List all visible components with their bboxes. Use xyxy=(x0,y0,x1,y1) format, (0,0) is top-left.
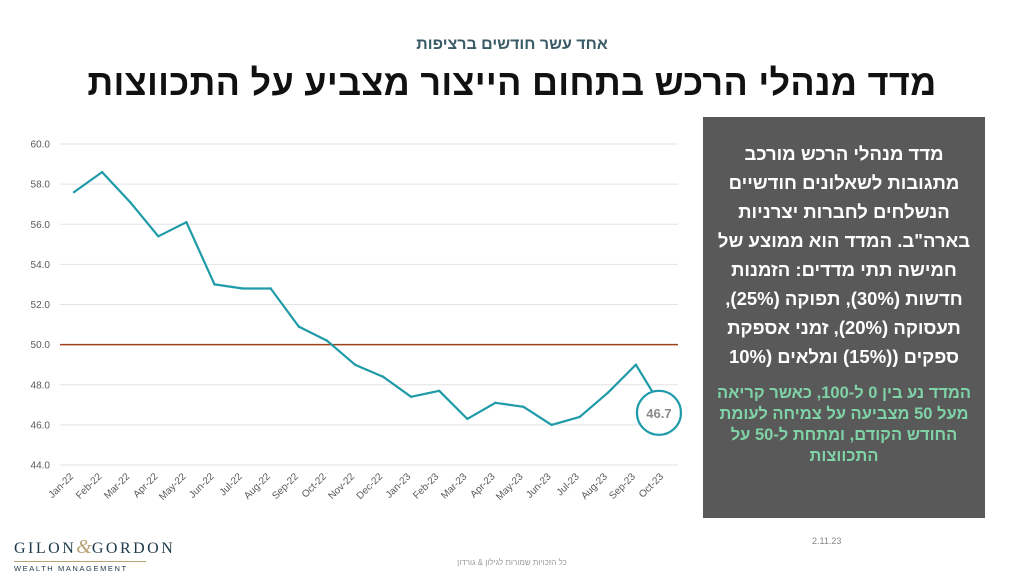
data-point xyxy=(129,200,132,204)
copyright-note: כל הזכויות שמורות לגילון & גורדון xyxy=(457,558,567,567)
logo-ampersand: & xyxy=(76,536,92,558)
x-tick-label: Apr-23 xyxy=(469,471,498,500)
x-tick-label: Feb-23 xyxy=(411,471,441,501)
x-tick-label: Mar-23 xyxy=(439,471,469,501)
data-point xyxy=(269,287,272,290)
x-tick-label: Apr-22 xyxy=(131,471,160,500)
pmi-line-chart: 44.0 46.0 48.0 50.0 52.0 54.0 56.0 58.0 60.0 Jan… xyxy=(31,140,683,503)
data-point xyxy=(578,415,581,419)
data-point xyxy=(522,405,525,409)
series-layer xyxy=(72,170,666,427)
x-tick-label: Sep-22 xyxy=(270,471,301,502)
panel-description-text: מדד מנהלי הרכש מורכב מתגובות לשאלונים חו… xyxy=(717,143,971,367)
x-tick-label: Jun-22 xyxy=(187,471,217,501)
x-tick-label: Aug-22 xyxy=(242,471,273,502)
data-point xyxy=(72,190,76,194)
logo-tagline: WEALTH MANAGEMENT xyxy=(14,561,146,573)
y-tick-label: 48.0 xyxy=(31,380,51,391)
data-point xyxy=(185,221,188,224)
x-tick-label: May-22 xyxy=(157,471,189,503)
x-tick-label: Jun-23 xyxy=(524,471,554,501)
x-tick-label: Aug-23 xyxy=(579,471,610,502)
y-tick-label: 54.0 xyxy=(31,260,51,271)
data-point xyxy=(438,389,441,392)
x-tick-label: Jan-22 xyxy=(47,471,77,501)
data-point xyxy=(409,395,413,398)
company-logo: GILON&GORDON WEALTH MANAGEMENT xyxy=(14,536,173,573)
data-point xyxy=(213,283,216,286)
data-point xyxy=(100,170,104,174)
callout-layer: 46.7 xyxy=(635,389,683,436)
callout-label: 46.7 xyxy=(646,406,671,421)
data-point xyxy=(606,391,609,394)
logo-word-right: GORDON xyxy=(91,540,176,557)
x-tick-label: Oct-22 xyxy=(300,471,329,500)
logo-wordmark: GILON&GORDON xyxy=(14,536,173,559)
y-tick-label: 44.0 xyxy=(31,461,51,472)
x-tick-label: Jul-23 xyxy=(555,471,582,498)
x-tick-label: Sep-23 xyxy=(607,471,638,502)
panel-highlight-text: המדד נע בין 0 ל-100, כאשר קריאה מעל 50 מ… xyxy=(716,384,972,465)
logo-word-left: GILON xyxy=(14,540,77,557)
callout-circle xyxy=(635,389,683,436)
y-tick-label: 60.0 xyxy=(31,140,51,151)
data-point xyxy=(325,339,329,342)
series-line xyxy=(73,170,665,426)
data-point xyxy=(494,401,497,405)
data-point xyxy=(466,417,469,421)
slide-subtitle: אחד עשר חודשים ברציפות xyxy=(416,36,608,53)
y-tick-label: 58.0 xyxy=(31,180,51,191)
data-point xyxy=(634,363,638,366)
slide-date: 2.11.23 xyxy=(812,536,842,546)
x-tick-label: Oct-23 xyxy=(637,471,666,500)
x-tick-label: Jan-23 xyxy=(384,471,414,501)
chart-gridlines xyxy=(60,143,678,466)
y-tick-label: 46.0 xyxy=(31,420,51,431)
x-tick-label: Nov-22 xyxy=(326,471,357,502)
y-tick-label: 50.0 xyxy=(31,340,51,351)
data-point xyxy=(550,423,553,427)
slide-title: מדד מנהלי הרכש בתחום הייצור מצביע על התכ… xyxy=(87,62,937,103)
y-tick-label: 56.0 xyxy=(31,220,51,231)
y-axis-tick-labels: 44.0 46.0 48.0 50.0 52.0 54.0 56.0 58.0 60.0 xyxy=(31,140,51,472)
x-tick-label: Dec-22 xyxy=(355,471,386,502)
explanation-panel: מדד מנהלי הרכש מורכב מתגובות לשאלונים חו… xyxy=(703,117,985,518)
y-tick-label: 52.0 xyxy=(31,300,51,311)
data-point xyxy=(241,287,244,290)
data-point xyxy=(297,325,300,328)
x-tick-label: May-23 xyxy=(494,471,526,503)
data-point xyxy=(353,363,357,366)
x-tick-label: Jul-22 xyxy=(218,471,245,498)
data-point xyxy=(381,375,385,378)
x-tick-label: Mar-22 xyxy=(102,471,132,501)
x-tick-label: Feb-22 xyxy=(74,471,104,501)
data-point xyxy=(157,235,160,238)
